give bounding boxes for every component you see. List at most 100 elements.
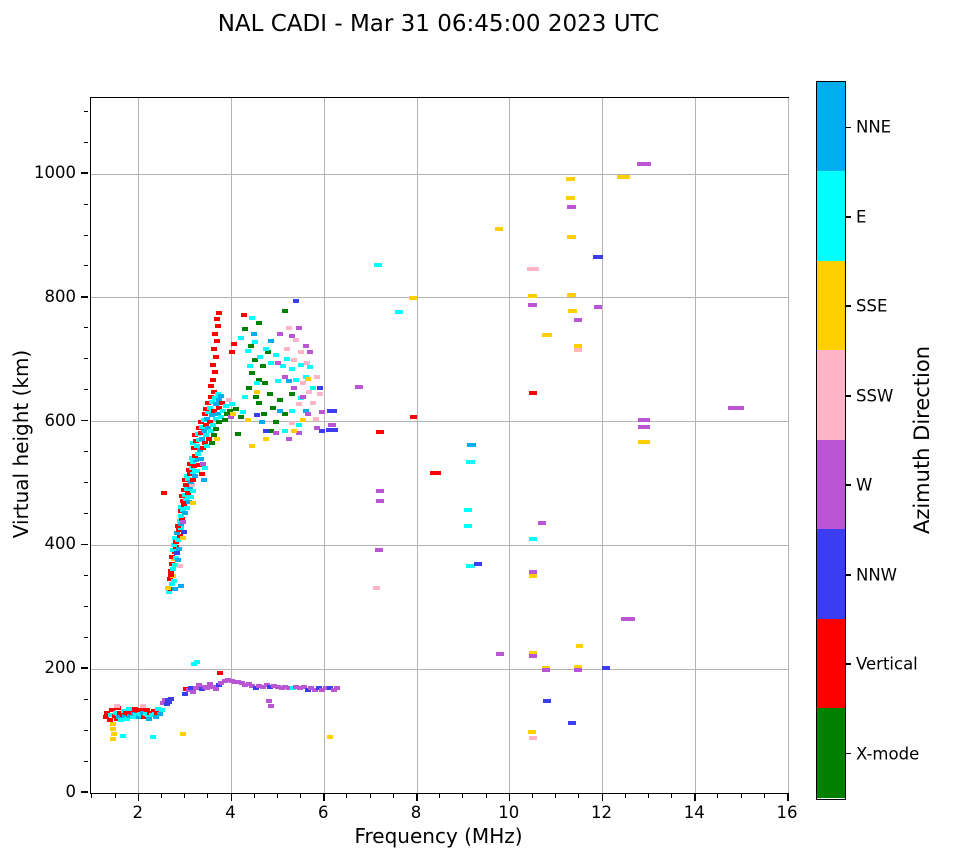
data-point xyxy=(256,683,263,688)
data-point xyxy=(311,687,318,692)
data-point xyxy=(184,476,191,481)
data-point xyxy=(574,344,583,349)
data-point xyxy=(187,495,194,500)
x-tick-label: 6 xyxy=(318,803,329,822)
colorbar-segment-nnw xyxy=(817,529,845,619)
data-point xyxy=(567,308,577,313)
colorbar-title: Azimuth Direction xyxy=(910,345,934,535)
data-point xyxy=(183,497,190,502)
data-point xyxy=(217,670,224,675)
x-major-tick xyxy=(323,794,325,801)
data-point xyxy=(145,716,152,721)
data-point xyxy=(147,710,154,715)
data-point xyxy=(528,391,537,396)
y-major-tick xyxy=(81,419,88,422)
data-point xyxy=(109,737,116,742)
data-point xyxy=(103,715,110,720)
data-point xyxy=(244,418,251,423)
data-point xyxy=(268,703,275,708)
data-point xyxy=(180,519,187,524)
data-point xyxy=(246,385,253,390)
data-point xyxy=(281,375,288,380)
x-minor-tick xyxy=(740,794,742,798)
data-point xyxy=(121,714,128,719)
data-point xyxy=(170,566,177,571)
data-point xyxy=(281,412,288,417)
data-point xyxy=(325,428,338,433)
data-point xyxy=(638,417,651,422)
data-point xyxy=(198,472,205,477)
y-major-tick xyxy=(81,296,88,298)
data-point xyxy=(238,681,245,686)
x-minor-tick xyxy=(439,794,441,798)
data-point xyxy=(165,585,172,590)
data-point xyxy=(132,706,139,711)
y-major-tick xyxy=(81,791,88,793)
data-point xyxy=(174,523,181,528)
colorbar-segment-x-mode xyxy=(817,708,845,798)
grid-line-y xyxy=(91,297,788,299)
data-point xyxy=(113,704,120,709)
data-point xyxy=(293,685,300,690)
data-point xyxy=(286,325,293,330)
data-point xyxy=(307,350,314,355)
data-point xyxy=(254,413,261,418)
data-point xyxy=(267,428,274,433)
data-point xyxy=(375,430,384,435)
data-point xyxy=(133,713,140,718)
data-point xyxy=(220,408,227,413)
data-point xyxy=(235,432,242,437)
data-point xyxy=(155,706,162,711)
data-point xyxy=(528,537,537,542)
data-point xyxy=(211,370,218,375)
data-point xyxy=(218,393,225,398)
x-tick-label: 16 xyxy=(776,803,798,822)
data-point xyxy=(189,488,196,493)
data-point xyxy=(288,367,295,372)
data-point xyxy=(526,267,539,272)
data-point xyxy=(466,442,476,447)
x-minor-tick xyxy=(555,794,557,798)
x-minor-tick xyxy=(624,794,626,798)
data-point xyxy=(214,412,221,417)
data-point xyxy=(109,727,116,732)
data-point xyxy=(212,427,219,432)
colorbar-tick xyxy=(846,484,851,487)
data-point xyxy=(263,437,270,441)
data-point xyxy=(295,325,302,330)
data-point xyxy=(110,721,117,726)
data-point xyxy=(574,318,583,323)
data-point xyxy=(330,687,337,692)
data-point xyxy=(474,562,483,566)
data-point xyxy=(257,354,264,359)
x-minor-tick xyxy=(114,794,116,798)
data-point xyxy=(260,684,267,689)
data-point xyxy=(153,715,160,720)
data-point xyxy=(213,316,220,321)
data-point xyxy=(244,348,251,353)
data-point xyxy=(205,425,212,430)
data-point xyxy=(291,428,298,433)
data-point xyxy=(247,344,254,349)
data-point xyxy=(242,326,249,331)
x-major-tick xyxy=(137,794,140,801)
grid-line-y xyxy=(91,421,788,423)
data-point xyxy=(326,686,333,691)
x-minor-tick xyxy=(763,794,765,798)
data-point xyxy=(125,711,132,716)
data-point xyxy=(264,350,271,355)
y-minor-tick xyxy=(84,451,88,453)
data-point xyxy=(293,377,300,382)
data-point xyxy=(175,546,182,551)
data-point xyxy=(291,357,298,362)
x-tick-label: 12 xyxy=(591,803,612,822)
data-point xyxy=(315,686,322,691)
data-point xyxy=(212,402,219,407)
y-tick-label: 1000 xyxy=(34,163,76,183)
data-point xyxy=(727,406,744,411)
data-point xyxy=(199,461,206,466)
colorbar-segment-w xyxy=(817,439,845,530)
data-point xyxy=(204,444,211,449)
y-minor-tick xyxy=(84,605,88,607)
data-point xyxy=(177,513,184,518)
